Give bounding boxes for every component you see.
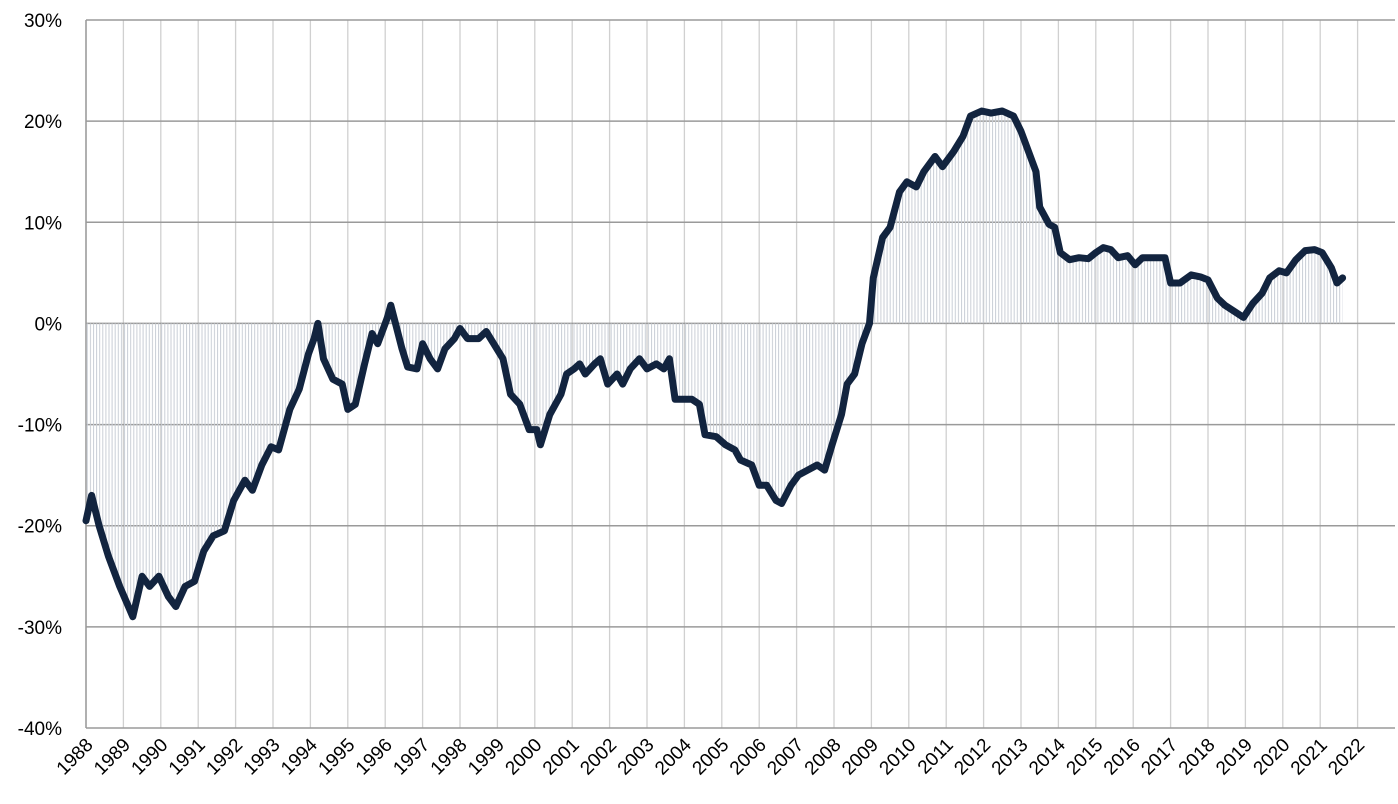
y-tick-label: 30% <box>24 11 62 32</box>
x-tick-label: 2003 <box>614 735 659 780</box>
y-tick-label: -10% <box>18 416 62 437</box>
x-tick-label: 2021 <box>1287 735 1332 780</box>
x-tick-label: 1989 <box>90 735 135 780</box>
x-tick-label: 2005 <box>689 735 734 780</box>
x-tick-label: 1998 <box>427 735 472 780</box>
y-tick-label: -40% <box>18 719 62 740</box>
x-tick-label: 2009 <box>838 735 883 780</box>
x-tick-label: 1995 <box>315 735 360 780</box>
x-tick-label: 2008 <box>801 735 846 780</box>
x-tick-label: 2004 <box>651 734 696 779</box>
x-tick-label: 2016 <box>1100 735 1145 780</box>
x-tick-label: 2011 <box>914 735 958 779</box>
x-tick-label: 2012 <box>950 735 995 780</box>
x-tick-label: 2010 <box>876 735 921 780</box>
line <box>82 107 1347 621</box>
x-tick-label: 2015 <box>1063 735 1108 780</box>
x-tick-label: 1988 <box>53 735 98 780</box>
x-tick-label: 2000 <box>502 735 547 780</box>
x-tick-label: 2017 <box>1137 735 1182 780</box>
x-tick-label: 2022 <box>1324 735 1369 780</box>
x-tick-label: 1992 <box>202 735 247 780</box>
area <box>86 111 1343 617</box>
x-tick-label: 1996 <box>352 735 397 780</box>
x-tick-label: 1993 <box>240 735 285 780</box>
x-tick-label: 2020 <box>1250 735 1295 780</box>
x-tick-label: 2013 <box>988 735 1033 780</box>
x-tick-label: 2002 <box>576 735 621 780</box>
x-tick-label: 2014 <box>1025 734 1070 779</box>
y-tick-label: -20% <box>18 517 62 538</box>
x-tick-label: 2006 <box>726 735 771 780</box>
x-tick-label: 2001 <box>539 735 584 780</box>
x-tick-label: 1994 <box>277 734 322 779</box>
x-tick-label: 2007 <box>763 735 808 780</box>
x-tick-label: 1999 <box>464 735 509 780</box>
x-tick-label: 2018 <box>1175 735 1220 780</box>
x-tick-label: 2019 <box>1212 735 1257 780</box>
x-tick-label: 1990 <box>128 735 173 780</box>
y-tick-label: -30% <box>18 618 62 639</box>
x-tick-label: 1997 <box>389 735 434 780</box>
x-tick-label: 1991 <box>165 735 210 780</box>
y-tick-label: 0% <box>35 314 63 335</box>
y-tick-label: 20% <box>24 112 62 133</box>
y-tick-label: 10% <box>24 213 62 234</box>
